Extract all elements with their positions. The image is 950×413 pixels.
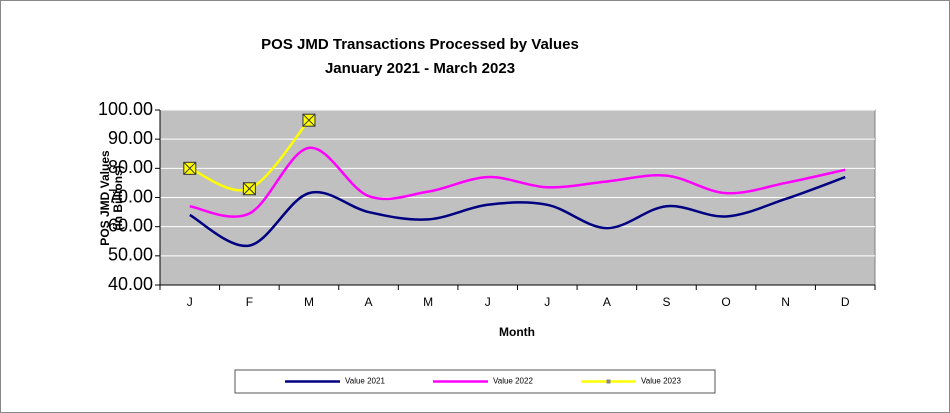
y-tick-label: 40.00 — [108, 274, 153, 294]
x-tick-label: F — [246, 295, 253, 309]
y-tick-label: 60.00 — [108, 215, 153, 235]
marker-cross — [183, 161, 197, 175]
x-tick-label: M — [304, 295, 314, 309]
x-tick-label: D — [841, 295, 850, 309]
y-tick-label: 50.00 — [108, 245, 153, 265]
x-tick-label: J — [485, 295, 491, 309]
y-tick-label: 100.00 — [98, 99, 153, 119]
chart-subtitle: January 2021 - March 2023 — [325, 60, 515, 77]
x-tick-label: S — [662, 295, 670, 309]
legend-label: Value 2021 — [345, 377, 385, 386]
y-axis-label: POS JMD Values — [98, 150, 112, 246]
series-line — [189, 175, 846, 247]
y-tick-label: 90.00 — [108, 128, 153, 148]
x-axis-label: Month — [499, 325, 535, 339]
x-tick-label: J — [544, 295, 550, 309]
x-tick-label: J — [187, 295, 193, 309]
x-tick-label: M — [423, 295, 433, 309]
marker — [302, 113, 316, 127]
x-tick-label: N — [781, 295, 790, 309]
y-tick-label: 80.00 — [108, 157, 153, 177]
marker — [183, 161, 197, 175]
x-tick-label: O — [721, 295, 730, 309]
y-axis-unit: (in Billions) — [111, 165, 125, 230]
marker — [242, 182, 256, 196]
legend-label: Value 2022 — [493, 377, 533, 386]
x-tick-label: A — [603, 295, 611, 309]
y-tick-label: 70.00 — [108, 186, 153, 206]
marker-cross — [302, 113, 316, 127]
marker-cross — [243, 182, 256, 196]
x-tick-label: A — [365, 295, 373, 309]
series-line — [189, 146, 846, 218]
chart-title: POS JMD Transactions Processed by Values — [261, 36, 579, 53]
legend-label: Value 2023 — [641, 377, 681, 386]
legend-marker — [606, 379, 611, 384]
